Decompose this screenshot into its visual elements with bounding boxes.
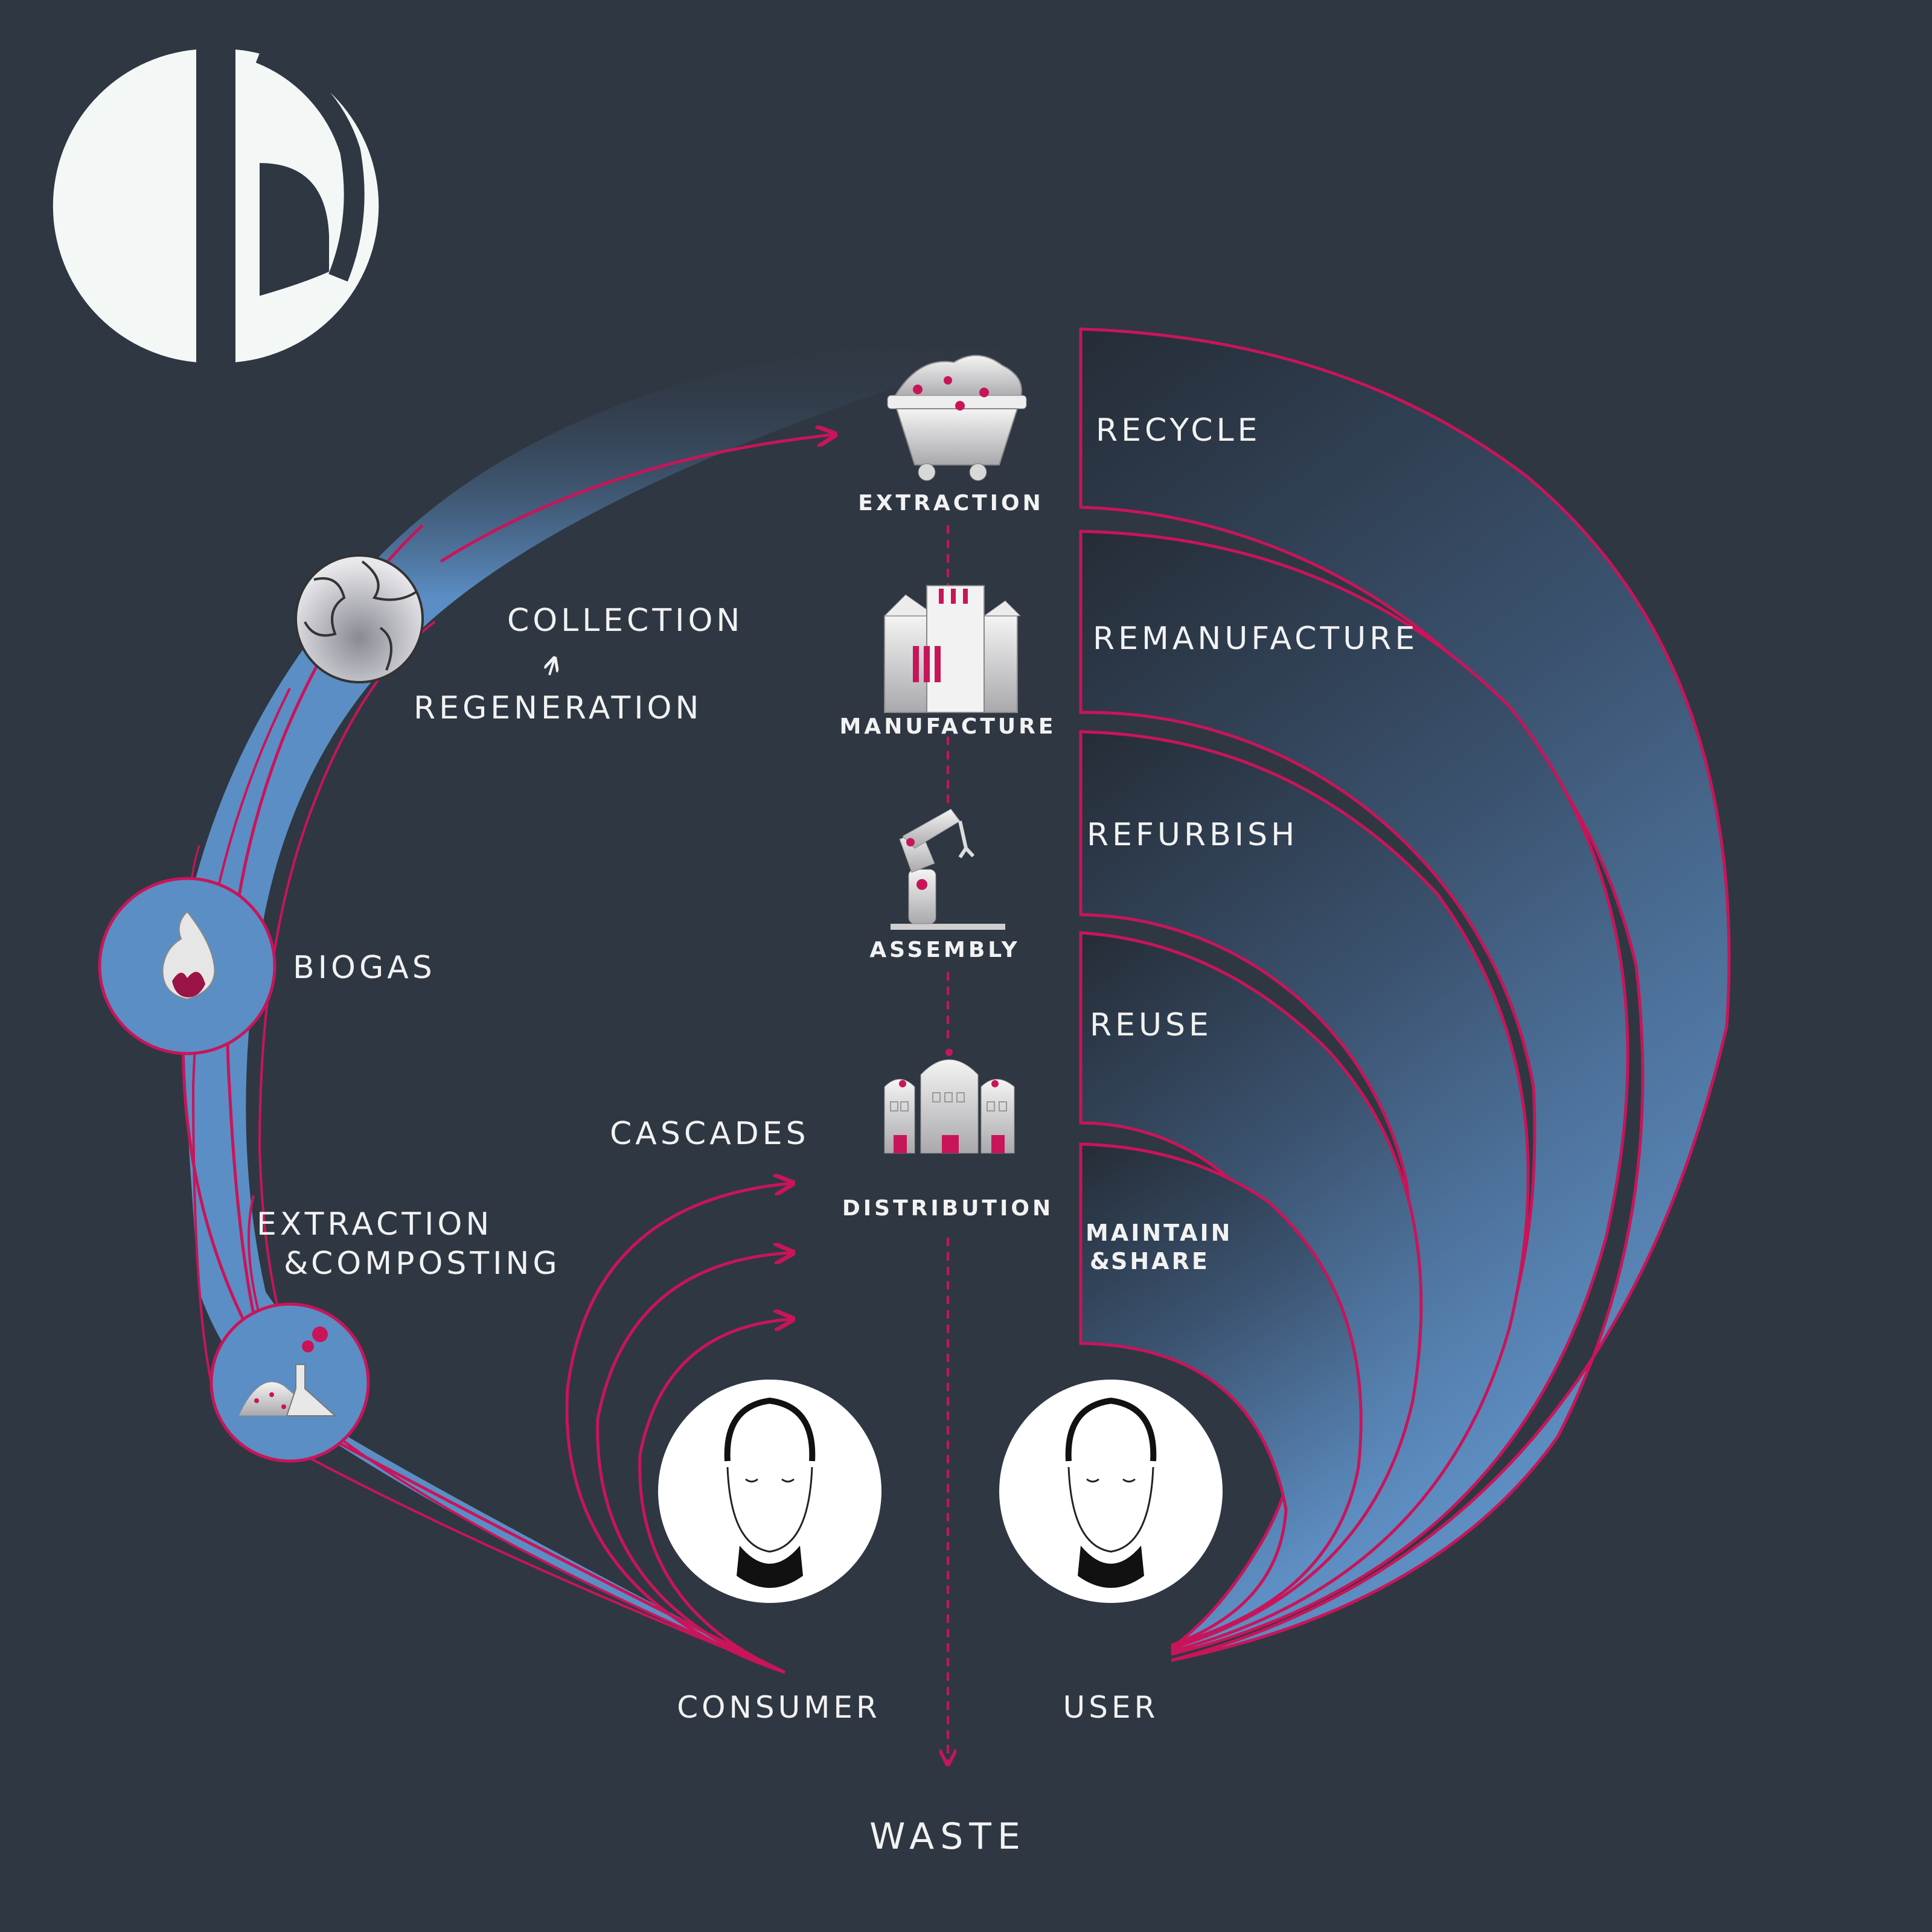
label-distribution: DISTRIBUTION	[842, 1196, 1054, 1221]
collection-regeneration-arrow	[549, 659, 554, 676]
technical-loops	[1079, 327, 1731, 1662]
flame-icon	[162, 910, 216, 1000]
label-user: USER	[1063, 1690, 1159, 1725]
label-recycle: RECYCLE	[1096, 412, 1261, 449]
label-share: SHARE	[1111, 1248, 1210, 1275]
mine-cart-icon	[887, 354, 1027, 481]
compost-circle	[210, 1302, 370, 1463]
robot-arm-icon	[891, 808, 1005, 930]
logo	[53, 43, 379, 362]
factory-icon	[883, 585, 1022, 713]
biological-loop	[98, 329, 1081, 1674]
compost-flask-icon	[238, 1326, 339, 1416]
label-maintain-ampersand: &	[1090, 1248, 1112, 1275]
label-extraction-bio: EXTRACTION	[257, 1206, 493, 1243]
globe-icon	[295, 554, 424, 683]
label-extraction-stage: EXTRACTION	[858, 491, 1044, 516]
user-face-icon	[999, 1380, 1223, 1603]
label-cascades: CASCADES	[610, 1116, 810, 1152]
label-refurbish: REFURBISH	[1087, 817, 1298, 853]
label-regeneration: REGENERATION	[414, 690, 702, 726]
loop-refurbish	[1079, 730, 1530, 1653]
label-biogas: BIOGAS	[293, 950, 436, 986]
label-assembly: ASSEMBLY	[869, 938, 1020, 962]
loop-maintain	[1079, 1142, 1363, 1647]
cascades-arrows	[565, 1183, 791, 1674]
label-remanufacture: REMANUFACTURE	[1093, 621, 1418, 657]
label-maintain: MAINTAIN	[1086, 1220, 1233, 1246]
consumer-face-icon	[658, 1380, 881, 1603]
collection-arrow	[440, 435, 833, 563]
label-consumer: CONSUMER	[677, 1690, 880, 1725]
label-waste: WASTE	[869, 1815, 1026, 1858]
label-manufacture: MANUFACTURE	[840, 714, 1057, 739]
label-composting-ampersand: &	[284, 1246, 312, 1282]
building-icon	[884, 1049, 1015, 1154]
label-reuse: REUSE	[1090, 1007, 1212, 1043]
label-composting: COMPOSTING	[311, 1246, 561, 1282]
label-collection: COLLECTION	[507, 603, 743, 639]
